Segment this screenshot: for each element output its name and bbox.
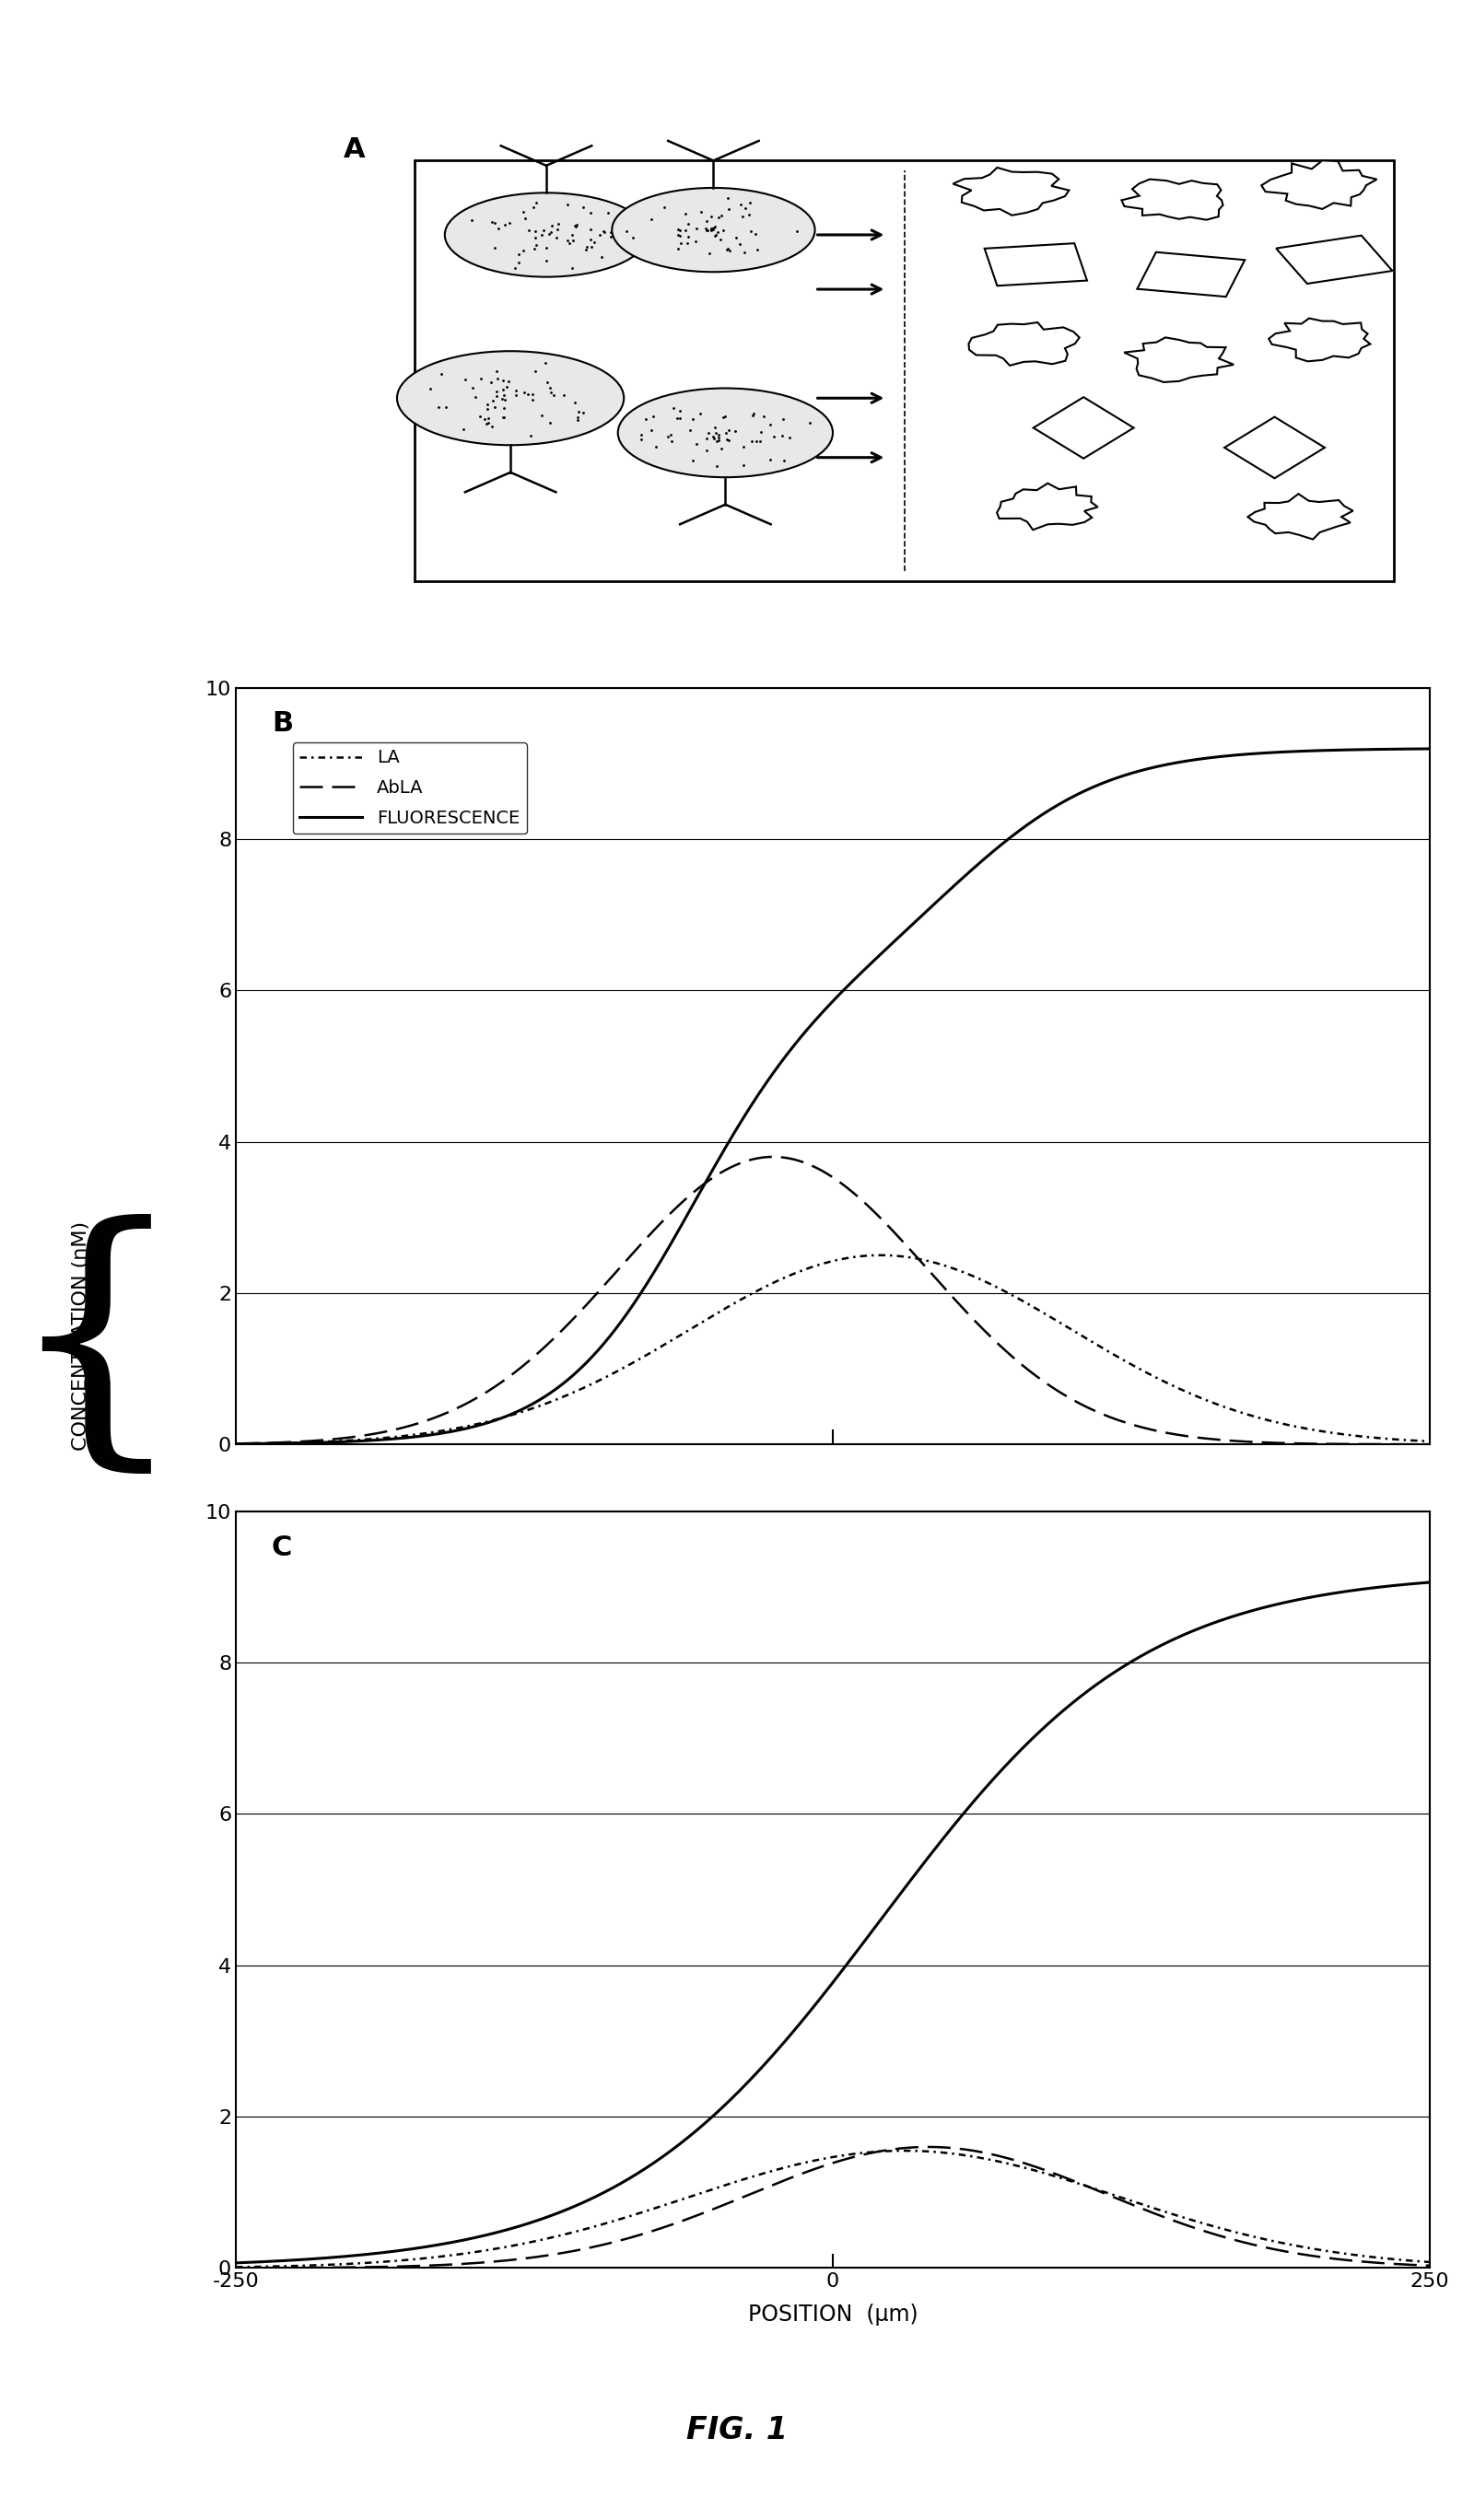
Circle shape <box>445 194 647 277</box>
Circle shape <box>612 189 815 272</box>
Text: CONCENTRATION (nM): CONCENTRATION (nM) <box>72 1220 90 1452</box>
Text: FIG. 1: FIG. 1 <box>687 2414 787 2447</box>
Polygon shape <box>952 166 1069 214</box>
Polygon shape <box>996 484 1098 529</box>
Legend: LA, AbLA, FLUORESCENCE: LA, AbLA, FLUORESCENCE <box>292 741 526 834</box>
Text: }: } <box>0 1200 116 1472</box>
Circle shape <box>618 388 833 476</box>
Polygon shape <box>1262 161 1377 209</box>
Text: A: A <box>343 136 366 164</box>
Polygon shape <box>1136 252 1246 297</box>
Polygon shape <box>1248 494 1353 539</box>
Polygon shape <box>1225 416 1325 479</box>
Polygon shape <box>1033 398 1134 459</box>
Polygon shape <box>1269 318 1371 360</box>
Polygon shape <box>1125 338 1234 383</box>
Polygon shape <box>1276 234 1393 285</box>
FancyBboxPatch shape <box>416 161 1394 582</box>
Circle shape <box>397 350 624 446</box>
Text: C: C <box>271 1535 292 1560</box>
Text: B: B <box>271 711 293 738</box>
Polygon shape <box>985 244 1086 285</box>
Polygon shape <box>968 323 1079 365</box>
X-axis label: POSITION  (μm): POSITION (μm) <box>747 2303 918 2326</box>
Polygon shape <box>1122 179 1223 219</box>
